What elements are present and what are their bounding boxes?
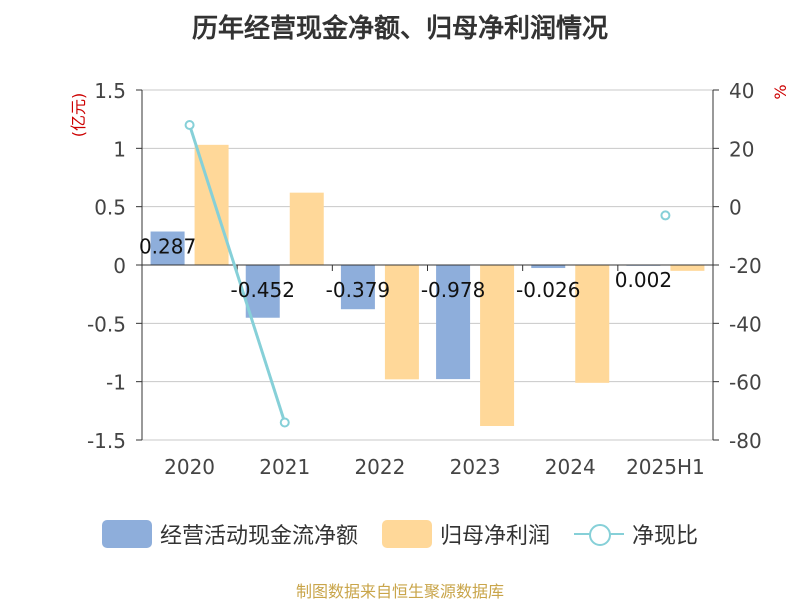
y-right-tick-label: -20	[729, 254, 762, 278]
y-left-tick-label: -1	[106, 371, 126, 395]
bar-net-profit	[670, 265, 705, 271]
data-label-cash-flow: 0.287	[139, 235, 196, 259]
y-right-tick-label: -60	[729, 371, 762, 395]
ratio-point	[660, 210, 671, 221]
legend-label-net-profit: 归母净利润	[439, 524, 550, 549]
ratio-point	[184, 120, 195, 130]
legend: 经营活动现金流净额 归母净利润 净现比	[0, 518, 800, 550]
bar-layer	[150, 144, 705, 426]
x-tick-label: 2023	[450, 455, 501, 479]
ratio-line-segment	[188, 124, 287, 423]
y-right-tick-label: 20	[729, 137, 754, 161]
x-tick-label: 2020	[164, 455, 215, 479]
y-left-tick-label: -1.5	[87, 429, 126, 453]
y-right-tick-label: -80	[729, 429, 762, 453]
y-left-unit: (亿元)	[69, 93, 88, 138]
y-right-tick-label: -40	[729, 312, 762, 336]
legend-label-cash-flow: 经营活动现金流净额	[159, 524, 358, 549]
legend-item-cash-flow[interactable]: 经营活动现金流净额	[101, 518, 358, 550]
bar-net-profit	[384, 265, 419, 380]
y-right-tick-label: 0	[729, 196, 742, 220]
legend-swatch-ratio	[574, 520, 624, 548]
x-tick-label: 2022	[354, 455, 405, 479]
x-tick-label: 2024	[545, 455, 596, 479]
data-label-cash-flow: -0.026	[516, 278, 580, 302]
x-tick-label: 2025H1	[626, 455, 705, 479]
bar-net-profit	[480, 265, 515, 426]
label-layer: 0.287 -0.452 -0.379 -0.978 -0.026 0.002	[139, 235, 672, 302]
bar-cash-flow	[245, 265, 280, 318]
data-label-cash-flow: -0.452	[231, 278, 295, 302]
axis-layer: 1.5 1 0.5 0 -0.5 -1 -1.5 40 20 0 -20 -40 -60 -80 2020 2…	[69, 79, 790, 479]
y-left-tick-label: 1	[113, 137, 126, 161]
bar-cash-flow	[531, 265, 566, 269]
data-label-cash-flow: -0.978	[421, 278, 485, 302]
bar-net-profit	[194, 144, 229, 265]
y-right-unit: %	[771, 84, 790, 99]
line-layer	[184, 120, 671, 428]
y-right-tick-label: 40	[729, 79, 754, 103]
y-left-tick-label: 0	[113, 254, 126, 278]
legend-swatch-net-profit	[381, 520, 432, 548]
legend-label-ratio: 净现比	[632, 524, 699, 549]
bar-net-profit	[575, 265, 610, 383]
bar-cash-flow	[150, 231, 185, 265]
ratio-point	[279, 417, 290, 428]
legend-item-ratio[interactable]: 净现比	[574, 518, 698, 550]
x-tick-label: 2021	[259, 455, 310, 479]
chart-title: 历年经营现金净额、归母净利润情况	[191, 14, 608, 44]
data-label-cash-flow: 0.002	[615, 268, 672, 292]
source-note: 制图数据来自恒生聚源数据库	[295, 582, 504, 601]
bar-net-profit	[289, 192, 324, 265]
legend-item-net-profit[interactable]: 归母净利润	[381, 518, 550, 550]
bar-cash-flow	[340, 265, 375, 310]
y-left-tick-label: 0.5	[94, 196, 126, 220]
data-label-cash-flow: -0.379	[326, 278, 390, 302]
y-left-tick-label: 1.5	[94, 79, 126, 103]
legend-swatch-cash-flow	[101, 520, 152, 548]
y-left-tick-label: -0.5	[87, 312, 126, 336]
bar-cash-flow	[436, 265, 471, 380]
